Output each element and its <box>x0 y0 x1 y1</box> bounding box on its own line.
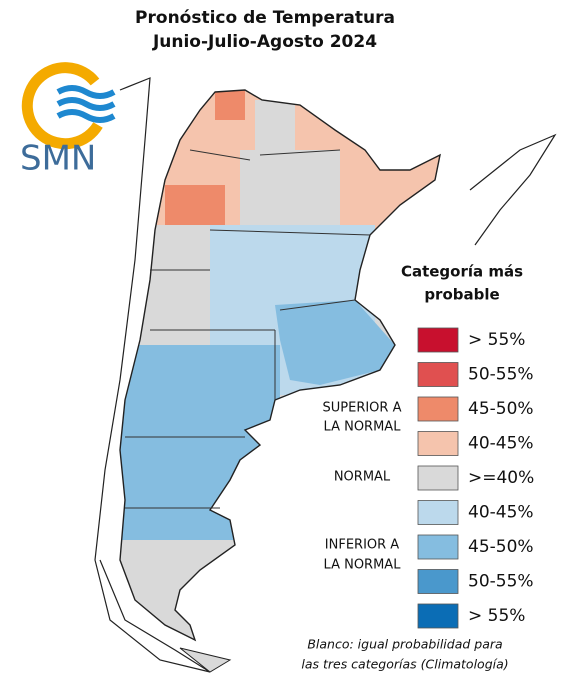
legend-label: > 55% <box>468 606 525 626</box>
legend-swatch <box>417 362 459 387</box>
logo: SMN <box>20 62 116 179</box>
legend-swatch <box>417 534 459 560</box>
legend-label: > 55% <box>468 330 525 350</box>
legend-label: 45-50% <box>468 399 534 419</box>
legend-swatch <box>417 396 459 422</box>
legend-swatch <box>417 603 459 629</box>
legend-swatch <box>417 431 459 456</box>
legend-title: probable <box>424 286 499 304</box>
legend-label: >=40% <box>468 468 534 488</box>
legend-label: 50-55% <box>468 572 534 592</box>
legend-label: 50-55% <box>468 365 534 385</box>
footnote: Blanco: igual probabilidad para <box>307 637 502 652</box>
legend-label: 45-50% <box>468 537 534 557</box>
logo-text: SMN <box>20 139 96 179</box>
legend-group-label: LA NORMAL <box>324 558 402 573</box>
legend-group-label: LA NORMAL <box>324 420 402 435</box>
legend-swatch <box>417 327 459 353</box>
legend-swatch <box>417 465 459 491</box>
legend-title: Categoría más <box>401 263 523 281</box>
legend-label: 40-45% <box>468 503 534 523</box>
legend: Categoría más probable <box>401 263 523 304</box>
title: Junio-Julio-Agosto 2024 <box>152 32 377 52</box>
title: Pronóstico de Temperatura <box>135 8 395 28</box>
legend-group-label: NORMAL <box>334 470 391 485</box>
footnote: las tres categorías (Climatología) <box>301 657 508 672</box>
legend-swatch <box>417 569 459 594</box>
legend-group-label: SUPERIOR A <box>323 401 402 416</box>
legend-swatch <box>417 500 459 525</box>
legend-label: 40-45% <box>468 434 534 454</box>
legend-group-label: INFERIOR A <box>325 538 400 553</box>
